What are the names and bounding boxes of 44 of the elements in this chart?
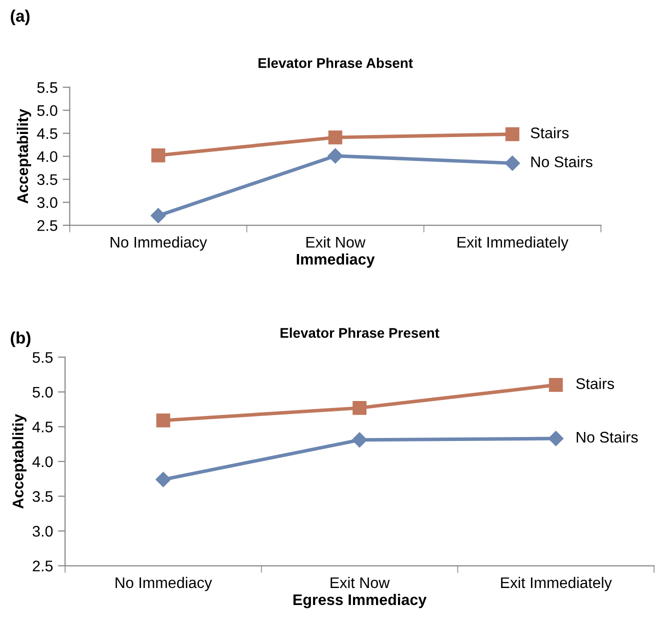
point — [328, 130, 342, 144]
point — [504, 156, 520, 171]
point — [505, 127, 520, 142]
point — [548, 430, 564, 446]
x-tick-label: Exit Immediately — [501, 576, 612, 592]
x-tick-label: No Immediacy — [116, 576, 212, 592]
point — [352, 400, 366, 415]
x-axis-title: Egress Immediacy — [293, 594, 427, 608]
point — [328, 148, 343, 164]
y-tick-label: 3.5 — [32, 491, 53, 502]
y-tick-label: 5.5 — [32, 352, 53, 363]
point — [150, 208, 166, 224]
y-tick-label: 2.5 — [37, 220, 58, 231]
series-label: No Stairs — [531, 156, 592, 168]
point — [156, 413, 170, 428]
text: (b) — [10, 331, 30, 348]
point — [156, 472, 171, 488]
y-tick-label: 5.0 — [37, 105, 58, 116]
y-tick-label: 3.0 — [37, 197, 58, 208]
series-label: Stairs — [576, 378, 614, 390]
x-tick-label: Exit Now — [330, 576, 390, 588]
point — [352, 432, 368, 448]
series-label: No Stairs — [576, 431, 638, 443]
y-axis-title: Acceptability — [16, 108, 32, 204]
x-tick-label: No Immediacy — [110, 236, 208, 251]
y-tick-label: 5.5 — [37, 82, 58, 93]
x-tick-label: Exit Immediately — [458, 236, 568, 251]
y-tick-label: 5.0 — [32, 386, 53, 398]
chart-title: Elevator Phrase Present — [280, 328, 440, 338]
y-tick-label: 4.5 — [32, 422, 53, 432]
point — [548, 378, 563, 392]
x-tick-label: Exit Now — [306, 236, 366, 248]
y-tick-label: 4.5 — [37, 128, 58, 139]
point — [151, 148, 166, 162]
chart-title: Elevator Phrase Absent — [258, 58, 413, 68]
x-axis-title: Immediacy — [296, 253, 375, 268]
y-tick-label: 2.5 — [32, 560, 53, 572]
y-tick-label: 3.5 — [37, 174, 58, 185]
y-tick-label: 4.0 — [32, 456, 53, 468]
y-tick-label: 4.0 — [37, 151, 58, 162]
text: (a) — [10, 10, 30, 26]
y-axis-title: Acceptablitiy — [12, 414, 26, 509]
series-label: Stairs — [530, 127, 569, 138]
y-tick-label: 3.0 — [32, 526, 53, 537]
